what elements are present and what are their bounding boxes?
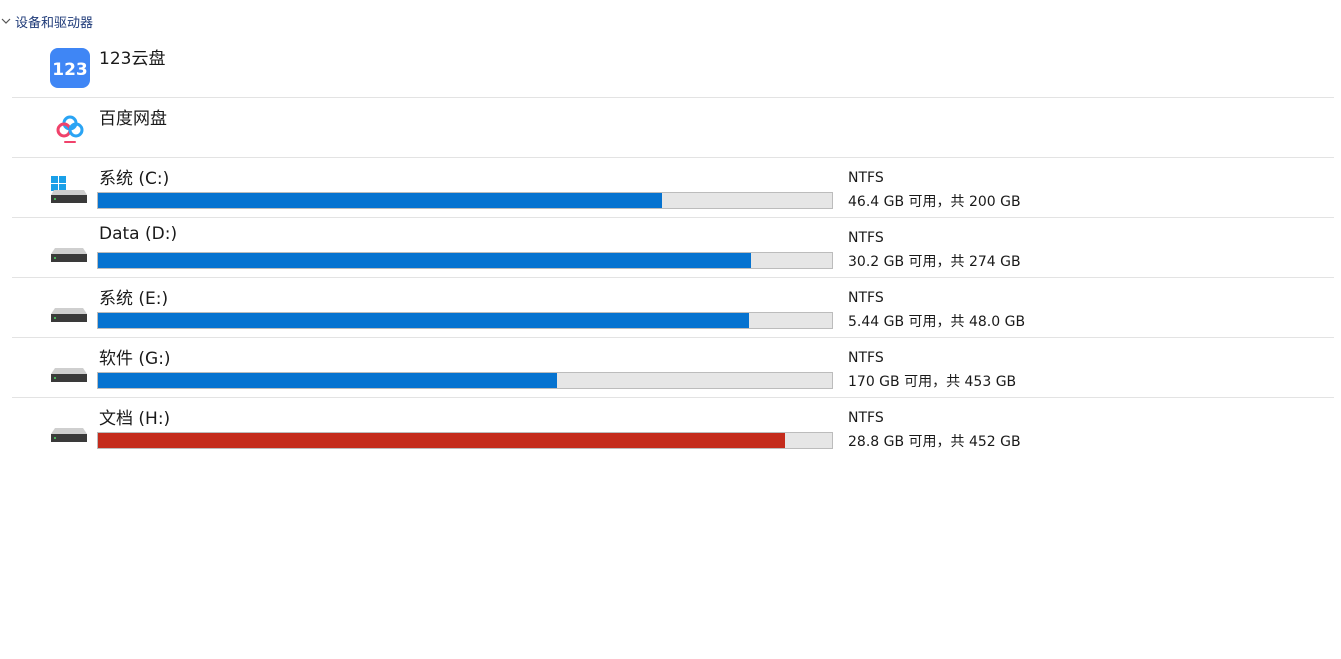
drive-list: 123 123云盘 百度网盘 系统 (C:) NTFS 46.4 G	[12, 38, 1334, 458]
123-cloud-icon: 123	[50, 48, 90, 88]
drive-icon	[51, 248, 87, 262]
baidu-netdisk-icon	[50, 108, 90, 148]
usage-bar	[97, 372, 833, 389]
drive-name: Data (D:)	[99, 224, 178, 244]
space-label: 30.2 GB 可用，共 274 GB	[848, 254, 1021, 270]
drive-item-h[interactable]: 文档 (H:) NTFS 28.8 GB 可用，共 452 GB	[12, 398, 1334, 458]
drive-icon	[51, 308, 87, 322]
space-label: 170 GB 可用，共 453 GB	[848, 374, 1017, 390]
filesystem-label: NTFS	[848, 230, 884, 246]
group-header-devices-drives[interactable]: 设备和驱动器	[0, 10, 93, 32]
drive-name: 软件 (G:)	[99, 349, 171, 369]
drive-item-d[interactable]: Data (D:) NTFS 30.2 GB 可用，共 274 GB	[12, 218, 1334, 278]
list-item-123-cloud[interactable]: 123 123云盘	[12, 38, 1334, 98]
list-item-baidu-netdisk[interactable]: 百度网盘	[12, 98, 1334, 158]
drive-icon	[51, 428, 87, 442]
space-label: 28.8 GB 可用，共 452 GB	[848, 434, 1021, 450]
chevron-down-icon[interactable]	[0, 15, 12, 27]
svg-text:123: 123	[52, 60, 88, 80]
filesystem-label: NTFS	[848, 350, 884, 366]
drive-name: 系统 (E:)	[99, 289, 169, 309]
usage-bar-fill	[98, 313, 750, 328]
usage-bar	[97, 192, 833, 209]
usage-bar	[97, 312, 833, 329]
usage-bar	[97, 252, 833, 269]
filesystem-label: NTFS	[848, 410, 884, 426]
usage-bar-fill	[98, 193, 662, 208]
drive-item-c[interactable]: 系统 (C:) NTFS 46.4 GB 可用，共 200 GB	[12, 158, 1334, 218]
filesystem-label: NTFS	[848, 290, 884, 306]
drive-item-g[interactable]: 软件 (G:) NTFS 170 GB 可用，共 453 GB	[12, 338, 1334, 398]
item-name: 百度网盘	[99, 109, 167, 129]
windows-drive-icon	[51, 176, 87, 203]
drive-icon	[51, 368, 87, 382]
usage-bar-fill	[98, 253, 752, 268]
space-label: 5.44 GB 可用，共 48.0 GB	[848, 314, 1026, 330]
drive-item-e[interactable]: 系统 (E:) NTFS 5.44 GB 可用，共 48.0 GB	[12, 278, 1334, 338]
usage-bar-fill	[98, 373, 557, 388]
group-title: 设备和驱动器	[15, 15, 94, 31]
drive-name: 文档 (H:)	[99, 409, 171, 429]
space-label: 46.4 GB 可用，共 200 GB	[848, 194, 1021, 210]
item-name: 123云盘	[99, 49, 166, 69]
usage-bar-fill	[98, 433, 786, 448]
drive-name: 系统 (C:)	[99, 169, 170, 189]
filesystem-label: NTFS	[848, 170, 884, 186]
usage-bar	[97, 432, 833, 449]
